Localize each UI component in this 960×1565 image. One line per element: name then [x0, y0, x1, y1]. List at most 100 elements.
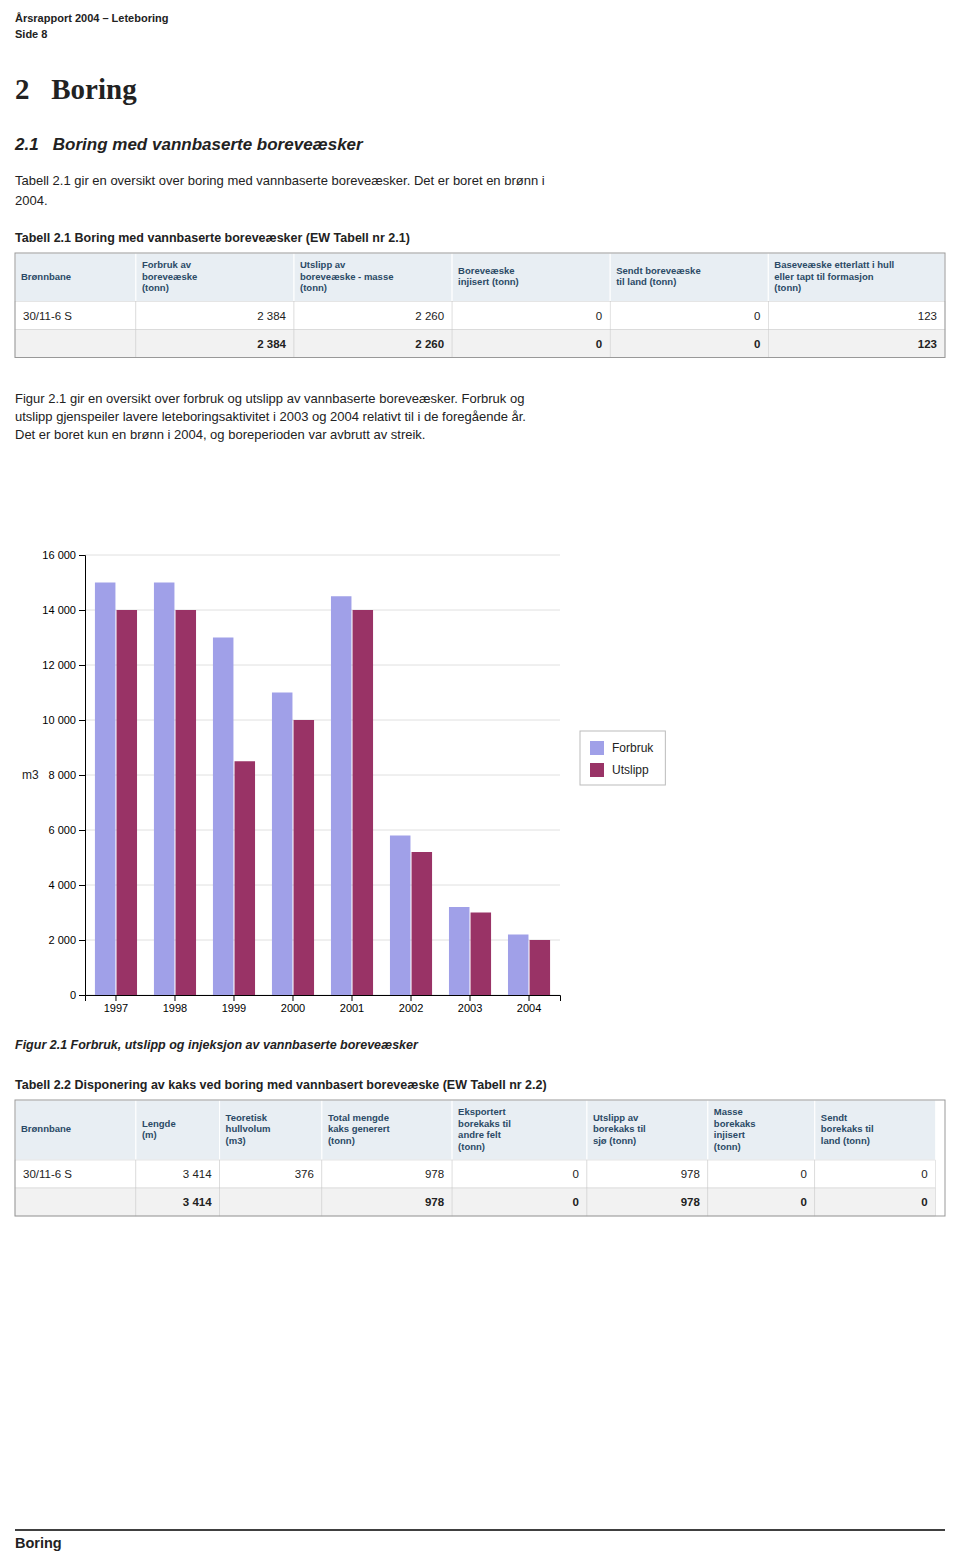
bar [235, 761, 256, 995]
table-cell-text: 0 [754, 310, 760, 322]
x-tick-label: 1997 [104, 1002, 128, 1014]
table-cell [452, 1188, 587, 1216]
table-cell-text: 0 [921, 1196, 927, 1208]
table-header-text-line: Sendt boreveæske [616, 265, 700, 276]
legend-frame [580, 731, 665, 785]
bar [272, 693, 293, 996]
x-axis: 19971998199920002001200220032004 [86, 995, 561, 1014]
table-header-text-line: (m3) [226, 1135, 246, 1146]
table-cell-text: 123 [918, 338, 937, 350]
table-header-text-line: Lengde [142, 1118, 176, 1129]
table-cell-text: 0 [754, 338, 760, 350]
table-header-text: Baseveæske etterlatt i hulleller tapt ti… [774, 259, 894, 293]
figure-caption: Figur 2.1 Forbruk, utslipp og injeksjon … [15, 1038, 419, 1052]
y-axis-title: m3 [22, 768, 39, 782]
x-tick-label: 1999 [222, 1002, 246, 1014]
table-cell-text: 978 [425, 1196, 445, 1208]
legend-swatch [590, 741, 604, 755]
table-cell [815, 1160, 936, 1188]
table-cell [322, 1188, 452, 1216]
y-tick-mark [79, 940, 85, 941]
y-tick-mark [79, 665, 85, 666]
y-tick: 0 [70, 989, 85, 1001]
footer-text-line: Boring [15, 1535, 62, 1551]
section-text-line: 2004. [15, 192, 48, 207]
table-cell-text: 0 [573, 1168, 579, 1180]
table-header-text-line: Teoretisk [226, 1112, 268, 1123]
legend: ForbrukUtslipp [580, 731, 665, 785]
table-header-text-line: boreveæske [142, 271, 197, 282]
table-header-text-line: (tonn) [328, 1135, 355, 1146]
table-header-text: Brønnbane [21, 1123, 71, 1134]
table-header-text-line: kaks generert [328, 1123, 391, 1134]
figure-text-line: Det er boret kun en brønn i 2004, og bor… [15, 426, 425, 441]
y-tick: 12 000 [42, 659, 85, 671]
table-title-line: Tabell 2.2 Disponering av kaks ved borin… [15, 1078, 547, 1092]
table-cell-text: 30/11-6 S [23, 1168, 72, 1180]
table-header-text-line: Total mengde [328, 1112, 389, 1123]
bar [508, 935, 529, 996]
table-cell-text: 978 [425, 1168, 444, 1180]
table-header-text-line: Brønnbane [21, 271, 71, 282]
table-header-cell [15, 253, 136, 302]
y-tick-label: 4 000 [48, 879, 76, 891]
bar [176, 610, 197, 995]
table-header-text-line: Masse [714, 1106, 743, 1117]
figure-caption-line: Figur 2.1 Forbruk, utslipp og injeksjon … [15, 1038, 419, 1052]
table-header-cell [322, 1100, 452, 1160]
y-tick-label: 14 000 [42, 604, 76, 616]
bar [353, 610, 374, 995]
table-header-cell [136, 1100, 220, 1160]
table-header-text-line: hullvolum [226, 1123, 271, 1134]
y-tick: 2 000 [48, 934, 85, 946]
page-header-line: Side 8 [15, 28, 47, 40]
y-tick: 16 000 [42, 549, 85, 561]
table-cell-text: 3 414 [183, 1168, 212, 1180]
x-tick: 1999 [222, 995, 246, 1014]
table-title-line: Tabell 2.1 Boring med vannbaserte boreve… [15, 231, 410, 245]
table-cell [136, 1160, 220, 1188]
table-header-text: Eksportertborekaks tilandre felt(tonn) [458, 1106, 511, 1152]
table-header-text: Utslipp avboreveæske - masse(tonn) [300, 259, 393, 293]
x-tick-mark [529, 995, 530, 1001]
table-header-cell [452, 1100, 587, 1160]
y-axis: 0 2 000 4 000 6 000 8 000 10 000 12 000 14 000 1… [42, 549, 85, 1001]
bar [530, 940, 551, 995]
table-header-cell [452, 253, 610, 302]
table-cell [294, 302, 452, 330]
table-header-text: Teoretiskhullvolum(m3) [226, 1112, 271, 1146]
table: Tabell 2.2 Disponering av kaks ved borin… [15, 1078, 945, 1216]
table: Tabell 2.1 Boring med vannbaserte boreve… [15, 231, 945, 358]
table-cell [610, 330, 768, 358]
table-cell-text: 0 [596, 338, 602, 350]
legend-label: Forbruk [612, 741, 654, 755]
table-cell [15, 1188, 136, 1216]
x-axis-line [86, 996, 561, 1002]
x-tick: 2004 [517, 995, 541, 1014]
y-tick: 6 000 [48, 824, 85, 836]
table-cell [136, 1188, 220, 1216]
table-header-text-line: eller tapt til formasjon [774, 271, 873, 282]
figure-text: utslipp gjenspeiler lavere leteboringsak… [15, 408, 526, 423]
table-header-cell [708, 1100, 815, 1160]
page: Årsrapport 2004 – LeteboringSide 82 Bori… [0, 0, 960, 1565]
table-header-text-line: Utslipp av [593, 1112, 639, 1123]
table-header-cell [136, 253, 294, 302]
table-header-text-line: andre felt [458, 1129, 502, 1140]
table-cell [136, 302, 294, 330]
x-tick: 2002 [399, 995, 423, 1014]
y-tick-label: 10 000 [42, 714, 76, 726]
x-tick-mark [233, 995, 234, 1001]
table-cell-text: 2 384 [257, 310, 286, 322]
y-tick: 8 000 [48, 769, 85, 781]
table-cell [294, 330, 452, 358]
table-header-text: Sendt boreveæsketil land (tonn) [616, 265, 700, 288]
table-cell-text: 978 [681, 1196, 701, 1208]
table-cell [708, 1188, 815, 1216]
table-cell-text: 2 260 [415, 310, 444, 322]
table-cell-text: 123 [918, 310, 937, 322]
bar [412, 852, 433, 995]
table-header-text-line: til land (tonn) [616, 276, 676, 287]
table-header-text-line: (m) [142, 1129, 157, 1140]
table-header-text-line: Eksportert [458, 1106, 506, 1117]
